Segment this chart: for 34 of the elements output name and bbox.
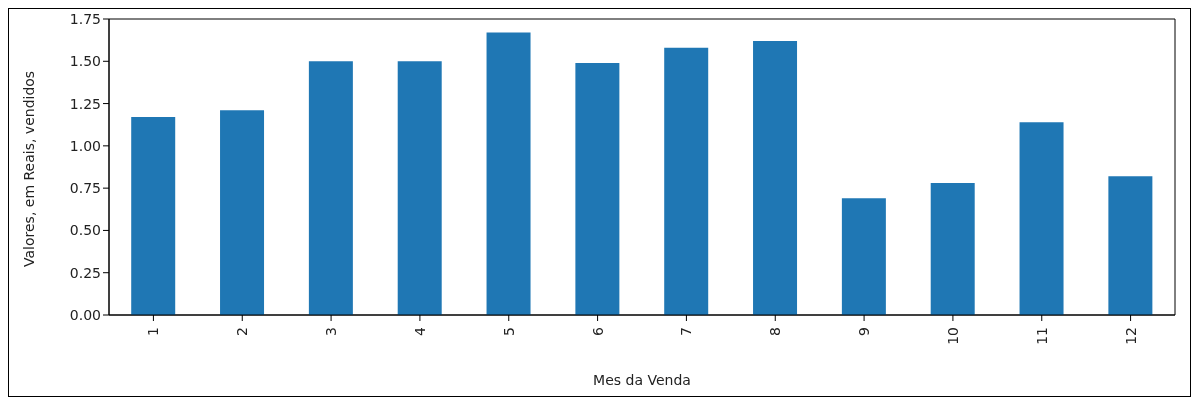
x-tick-label: 2 xyxy=(234,327,251,336)
y-tick-label: 1.00 xyxy=(69,137,101,154)
bar xyxy=(930,183,975,315)
x-tick-label: 10 xyxy=(944,327,961,345)
bar xyxy=(220,110,265,315)
y-tick-label: 0.00 xyxy=(69,306,101,323)
bar xyxy=(131,117,176,315)
bar xyxy=(753,40,798,315)
bar xyxy=(397,61,442,315)
bar xyxy=(841,198,886,315)
bar xyxy=(664,47,709,315)
y-tick-label: 0.25 xyxy=(69,264,101,281)
x-tick-label: 3 xyxy=(323,327,340,336)
x-tick-label: 9 xyxy=(856,327,873,336)
y-tick-label: 1.25 xyxy=(69,95,101,112)
x-tick-label: 5 xyxy=(500,327,517,336)
x-axis-title: Mes da Venda xyxy=(593,372,691,388)
y-axis-title: Valores, em Reais, vendidos xyxy=(20,70,37,267)
x-tick-label: 6 xyxy=(589,326,606,336)
bar xyxy=(575,62,620,315)
x-tick-label: 12 xyxy=(1122,327,1139,345)
bar xyxy=(1019,122,1064,315)
y-tick-label: 1.75 xyxy=(69,10,101,27)
y-tick-label: 0.75 xyxy=(69,180,101,197)
x-tick-label: 1 xyxy=(145,327,162,336)
x-tick-label: 8 xyxy=(767,327,784,336)
x-tick-label: 4 xyxy=(411,326,428,336)
bar xyxy=(486,32,531,315)
y-tick-label: 1.50 xyxy=(69,53,101,70)
x-tick-label: 7 xyxy=(678,327,695,336)
bar xyxy=(308,61,353,315)
y-tick-label: 0.50 xyxy=(69,222,101,239)
x-tick-label: 11 xyxy=(1033,327,1050,345)
bar xyxy=(1108,176,1153,315)
